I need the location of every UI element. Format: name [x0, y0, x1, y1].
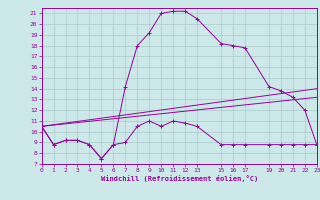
- X-axis label: Windchill (Refroidissement éolien,°C): Windchill (Refroidissement éolien,°C): [100, 175, 258, 182]
